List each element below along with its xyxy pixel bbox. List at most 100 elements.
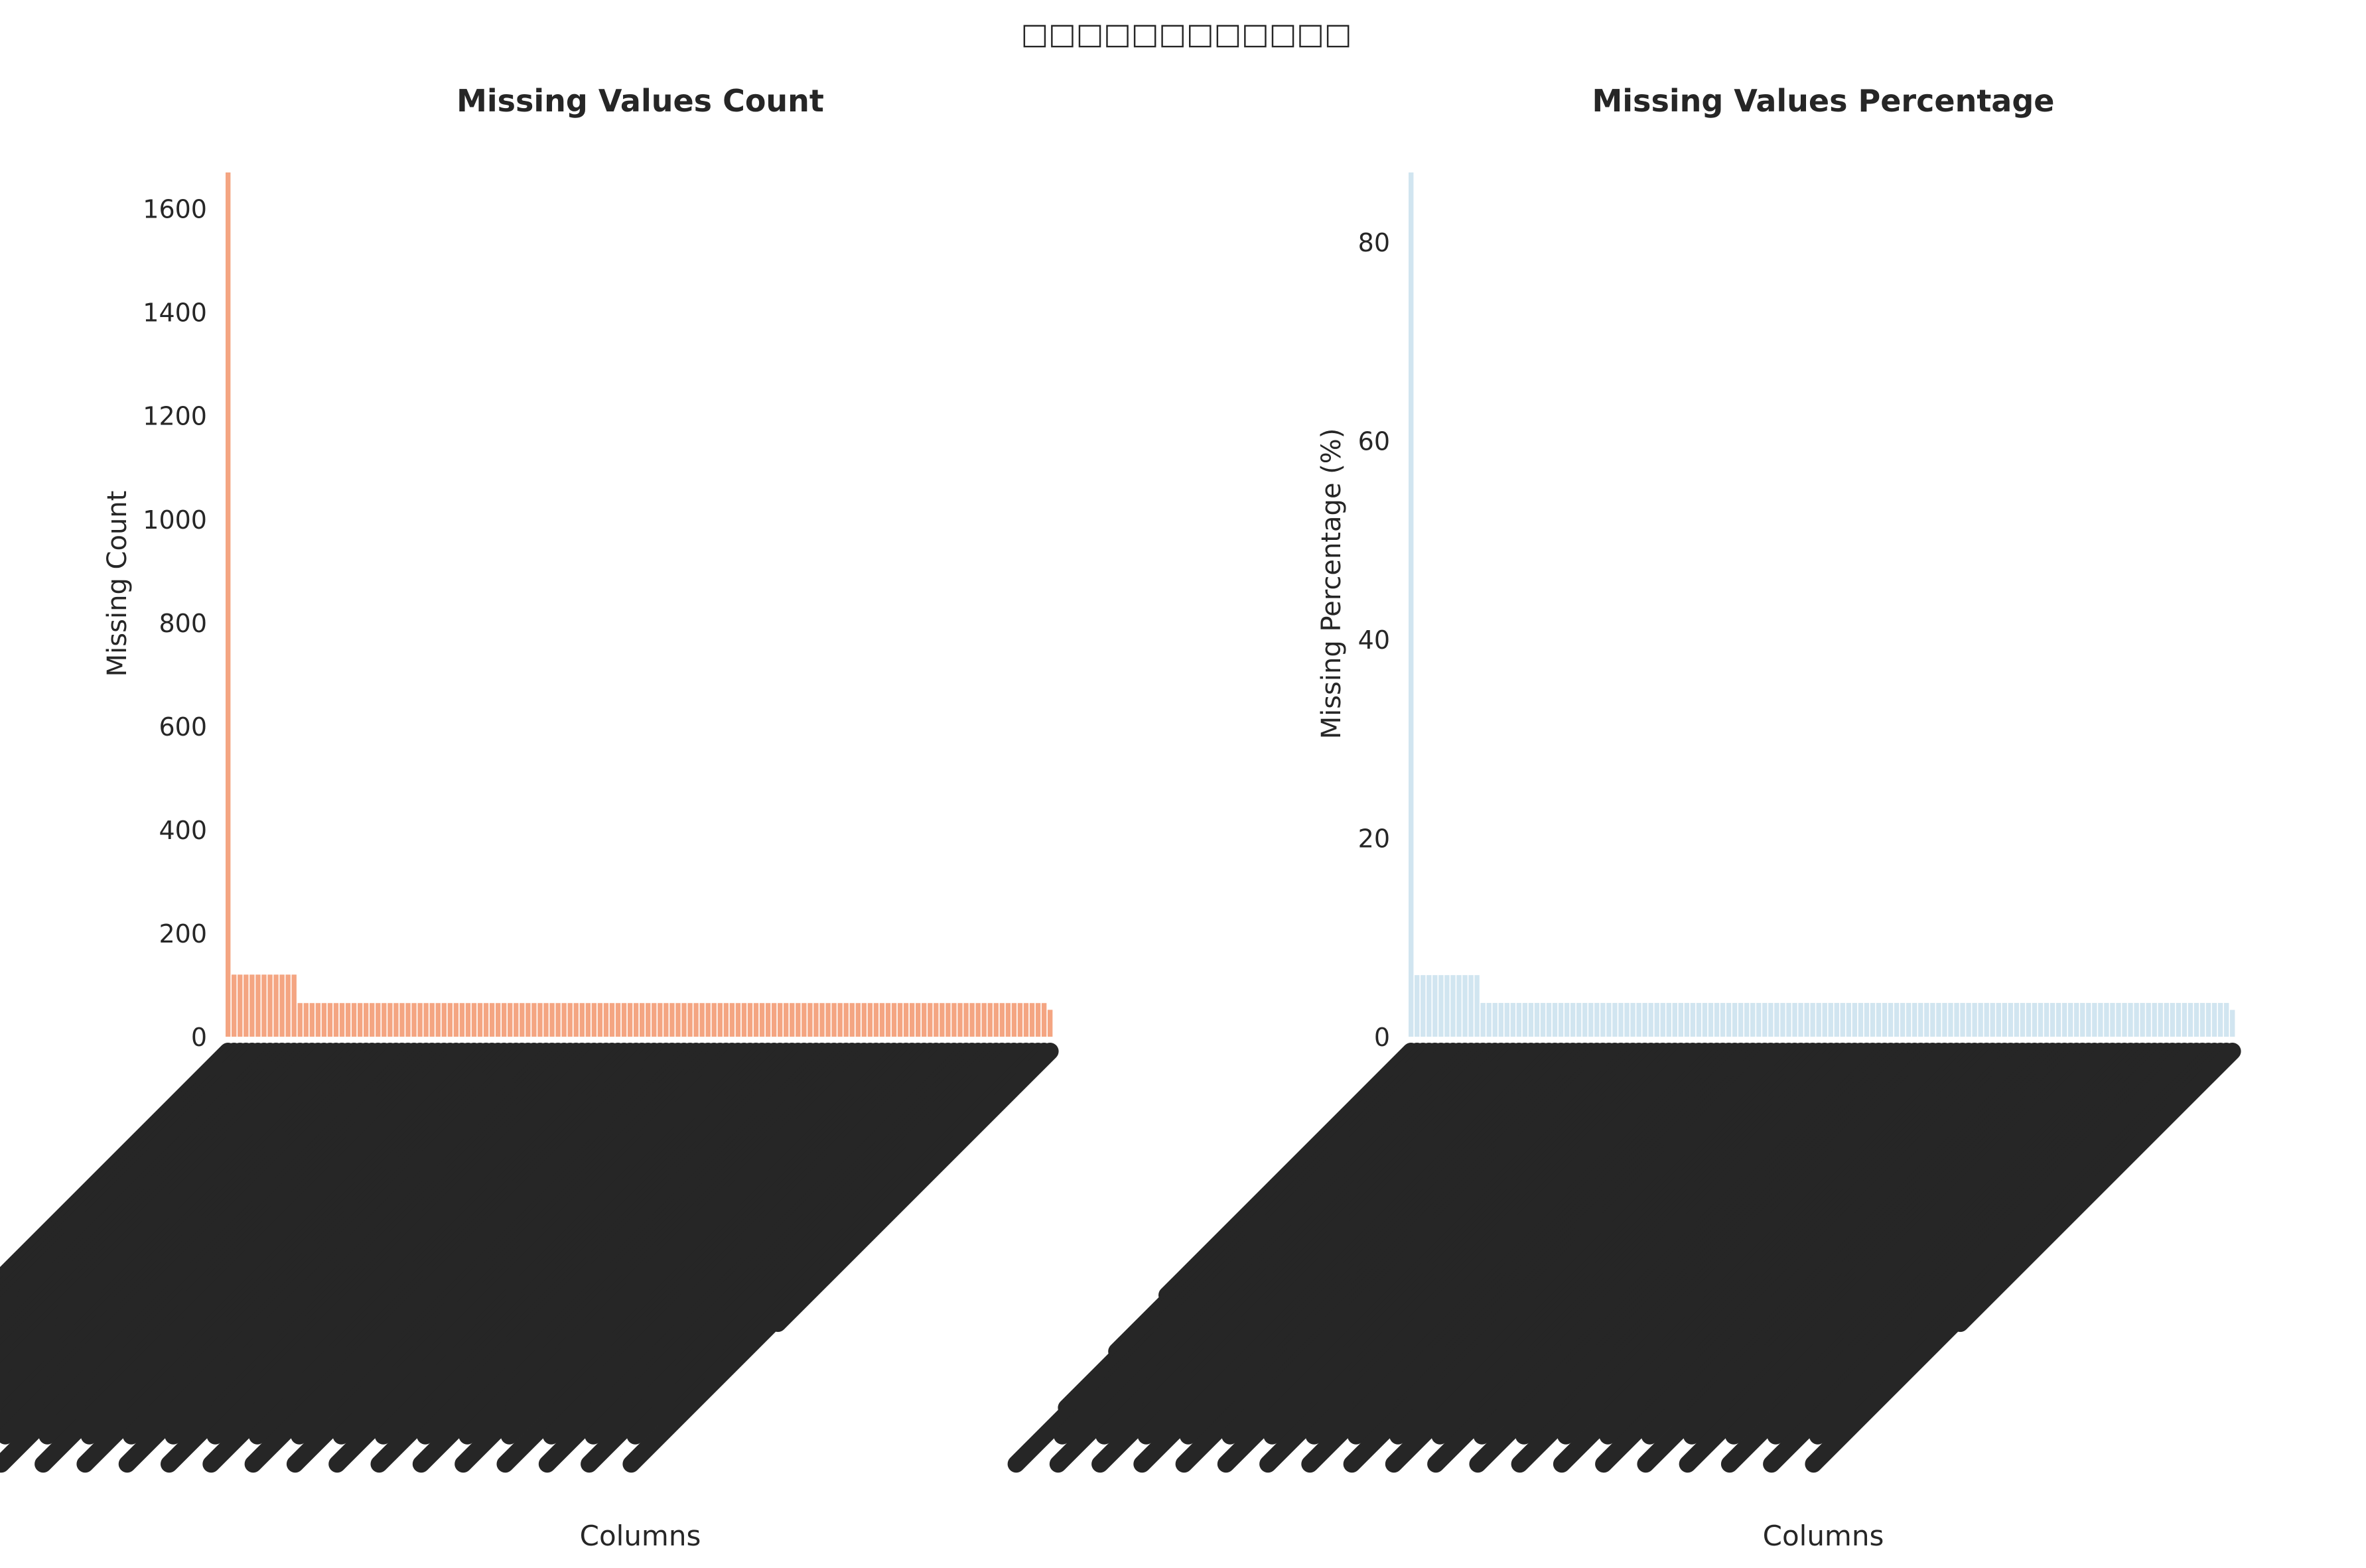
y-tick-label: 80 bbox=[1358, 228, 1390, 257]
bar bbox=[2164, 1003, 2169, 1037]
y-tick-label: 600 bbox=[159, 712, 207, 742]
bar bbox=[1672, 1003, 1677, 1037]
bar bbox=[2152, 1003, 2157, 1037]
bar bbox=[759, 1003, 765, 1037]
bar bbox=[537, 1003, 543, 1037]
bar bbox=[597, 1003, 603, 1037]
bar bbox=[885, 1003, 891, 1037]
bar bbox=[765, 1003, 771, 1037]
bar bbox=[2074, 1003, 2079, 1037]
bar bbox=[1804, 1003, 1809, 1037]
bar bbox=[855, 1003, 861, 1037]
bar bbox=[663, 1003, 669, 1037]
bar bbox=[1540, 1003, 1546, 1037]
bar bbox=[435, 1003, 441, 1037]
bar bbox=[1047, 1010, 1053, 1037]
bar bbox=[2176, 1003, 2182, 1037]
bar bbox=[1936, 1003, 1941, 1037]
percentage-chart-ylabel: Missing Percentage (%) bbox=[1316, 428, 1347, 740]
bar bbox=[531, 1003, 537, 1037]
bar bbox=[1017, 1003, 1023, 1037]
y-tick-label: 20 bbox=[1358, 824, 1390, 854]
bar bbox=[232, 974, 237, 1037]
bar bbox=[658, 1003, 663, 1037]
bar bbox=[1023, 1003, 1029, 1037]
bar bbox=[2140, 1003, 2145, 1037]
bar bbox=[345, 1003, 351, 1037]
bar bbox=[1978, 1003, 1983, 1037]
percentage-chart-title: Missing Values Percentage bbox=[1592, 83, 2055, 119]
percentage-x-tick-labels bbox=[1007, 1043, 2241, 1473]
bar bbox=[2008, 1003, 2014, 1037]
bar bbox=[790, 1003, 795, 1037]
bar bbox=[1642, 1003, 1647, 1037]
bar bbox=[1714, 1003, 1720, 1037]
percentage-y-ticks: 0 20 40 60 80 bbox=[1358, 228, 1390, 1052]
bar bbox=[723, 1003, 729, 1037]
bar bbox=[1756, 1003, 1762, 1037]
bar bbox=[2134, 1003, 2139, 1037]
bar bbox=[1900, 1003, 1906, 1037]
bar bbox=[489, 1003, 495, 1037]
bar bbox=[1654, 1003, 1659, 1037]
bar bbox=[939, 1003, 945, 1037]
bar bbox=[879, 1003, 885, 1037]
bar bbox=[273, 974, 279, 1037]
bar bbox=[543, 1003, 549, 1037]
bar bbox=[615, 1003, 621, 1037]
bar bbox=[2098, 1003, 2103, 1037]
bar bbox=[1828, 1003, 1833, 1037]
bar bbox=[267, 974, 273, 1037]
bar bbox=[1690, 1003, 1696, 1037]
bar bbox=[729, 1003, 735, 1037]
bar bbox=[291, 974, 297, 1037]
bar bbox=[646, 1003, 651, 1037]
bar bbox=[1990, 1003, 1995, 1037]
bar bbox=[2104, 1003, 2109, 1037]
bar bbox=[627, 1003, 633, 1037]
bar bbox=[652, 1003, 657, 1037]
bar bbox=[1636, 1003, 1641, 1037]
bar bbox=[508, 1003, 513, 1037]
bar bbox=[975, 1003, 981, 1037]
percentage-bars bbox=[1409, 172, 2235, 1037]
bar bbox=[1846, 1003, 1852, 1037]
bar bbox=[1528, 1003, 1534, 1037]
bar bbox=[525, 1003, 531, 1037]
bar bbox=[387, 1003, 393, 1037]
percentage-chart-xlabel: Columns bbox=[1763, 1520, 1884, 1552]
bar bbox=[633, 1003, 639, 1037]
bar bbox=[1534, 1003, 1540, 1037]
bar bbox=[477, 1003, 483, 1037]
bar bbox=[1924, 1003, 1929, 1037]
figure-suptitle: □□□□□□□□□□□□ bbox=[1021, 17, 1352, 51]
bar bbox=[2080, 1003, 2085, 1037]
bar bbox=[1516, 1003, 1522, 1037]
bar bbox=[339, 1003, 345, 1037]
bar bbox=[2229, 1010, 2235, 1037]
bar bbox=[951, 1003, 957, 1037]
bar bbox=[1930, 1003, 1935, 1037]
bar bbox=[585, 1003, 591, 1037]
y-tick-label: 0 bbox=[191, 1023, 207, 1052]
percentage-chart: Missing Values Percentage Missing Percen… bbox=[1007, 83, 2241, 1552]
bar bbox=[1522, 1003, 1528, 1037]
bar bbox=[867, 1003, 873, 1037]
bar bbox=[1918, 1003, 1923, 1037]
y-tick-label: 400 bbox=[159, 816, 207, 845]
bar bbox=[1882, 1003, 1888, 1037]
bar bbox=[1996, 1003, 2001, 1037]
bar bbox=[873, 1003, 879, 1037]
bar bbox=[555, 1003, 561, 1037]
bar bbox=[2002, 1003, 2007, 1037]
bar bbox=[1510, 1003, 1516, 1037]
bar bbox=[2026, 1003, 2032, 1037]
bar bbox=[376, 1003, 381, 1037]
bar bbox=[2211, 1003, 2217, 1037]
bar bbox=[573, 1003, 579, 1037]
bar bbox=[1966, 1003, 1971, 1037]
y-tick-label: 1400 bbox=[143, 298, 207, 328]
y-tick-label: 60 bbox=[1358, 426, 1390, 456]
bar bbox=[495, 1003, 501, 1037]
